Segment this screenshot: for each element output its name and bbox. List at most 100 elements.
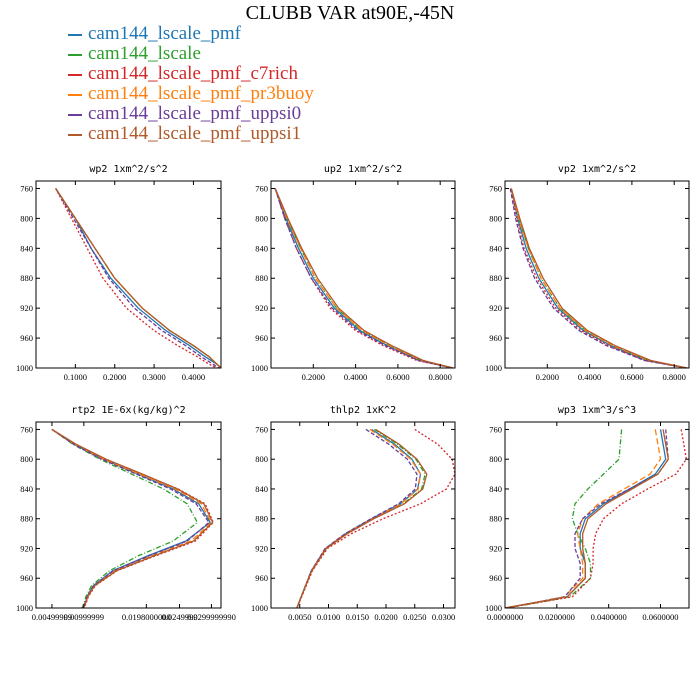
series-line (51, 428, 212, 608)
y-tick-label: 880 (489, 514, 502, 524)
chart-panel: thlp2 1xK^2 760 800 840 880 920 960 1000 0.0050 0… (251, 405, 456, 622)
series-line (510, 188, 688, 368)
series-line (55, 188, 221, 368)
x-tick-label: 0.3000 (142, 372, 165, 382)
series-line (296, 428, 422, 608)
y-tick-label: 880 (255, 273, 268, 283)
y-tick-label: 760 (20, 424, 33, 434)
plot-frame (504, 180, 690, 369)
plot-frame (270, 180, 456, 369)
x-tick-label: 0.4000 (578, 372, 601, 382)
legend-label: cam144_lscale (88, 43, 201, 64)
panel-title: rtp2 1E-6x(kg/kg)^2 (71, 405, 185, 416)
y-tick-label: 1000 (251, 603, 268, 613)
chart-panel: wp3 1xm^3/s^3 760 800 840 880 920 960 10000.000… (485, 405, 690, 622)
legend-line-icon (68, 113, 82, 116)
x-tick-label: 0.00499999 (32, 612, 72, 622)
series-line (510, 188, 688, 368)
x-tick-label: 0.0100 (317, 612, 340, 622)
x-tick-label: 0.0050 (288, 612, 311, 622)
series-line (55, 188, 221, 368)
y-tick-label: 920 (255, 303, 268, 313)
series-group (55, 188, 221, 368)
plot-frame (35, 421, 222, 609)
series-line (505, 429, 688, 608)
panel-title: vp2 1xm^2/s^2 (558, 164, 636, 175)
x-tick-label: 0.0300 (432, 612, 455, 622)
series-line (510, 188, 688, 368)
legend-line-icon (68, 53, 82, 56)
x-tick-label: 0.0250 (403, 612, 426, 622)
y-tick-label: 880 (255, 514, 268, 524)
x-tick-label: 0.0200000 (539, 612, 575, 622)
x-tick-label: 0.0299999990 (187, 612, 236, 622)
series-line (51, 428, 213, 608)
legend-line-icon (68, 73, 82, 76)
plot-frame (270, 421, 456, 609)
y-tick-label: 880 (20, 273, 33, 283)
series-group (509, 188, 688, 368)
x-tick-label: 0.4000 (182, 372, 205, 382)
panel-title: thlp2 1xK^2 (330, 405, 396, 416)
legend-item: cam144_lscale_pmf (68, 24, 314, 44)
series-group (505, 429, 688, 608)
y-tick-label: 960 (489, 333, 502, 343)
series-group (296, 428, 455, 608)
series-line (274, 188, 454, 368)
legend: cam144_lscale_pmf cam144_lscale cam144_l… (68, 24, 314, 144)
x-tick-label: 0.0249999 (161, 612, 197, 622)
x-tick-label: 0.0150 (346, 612, 369, 622)
legend-line-icon (68, 93, 82, 96)
legend-item: cam144_lscale_pmf_uppsi0 (68, 104, 314, 124)
series-line (296, 428, 455, 608)
plot-frame (504, 421, 690, 609)
chart-panel: up2 1xm^2/s^2 760 800 840 880 920 960 1000 0.200… (251, 164, 456, 382)
legend-label: cam144_lscale_pmf_pr3buoy (88, 83, 314, 104)
chart-panel: wp2 1xm^2/s^2 760 800 840 880 920 960 1000 0.100… (16, 164, 222, 382)
x-tick-label: 0.0200 (374, 612, 397, 622)
series-line (274, 188, 454, 368)
y-tick-label: 960 (489, 573, 502, 583)
series-line (505, 429, 669, 608)
series-line (274, 188, 454, 368)
series-line (274, 188, 454, 368)
x-tick-label: 0.2000 (536, 372, 559, 382)
x-tick-label: 0.4000 (344, 372, 367, 382)
y-tick-label: 1000 (485, 603, 502, 613)
series-line (55, 188, 221, 368)
series-line (510, 188, 688, 368)
x-tick-label: 0.0600000 (642, 612, 678, 622)
y-tick-label: 920 (489, 543, 502, 553)
y-tick-label: 960 (20, 333, 33, 343)
y-tick-label: 760 (489, 424, 502, 434)
y-tick-label: 960 (255, 573, 268, 583)
series-group (274, 188, 454, 368)
y-tick-label: 840 (255, 484, 268, 494)
y-tick-label: 760 (20, 183, 33, 193)
y-tick-label: 880 (489, 273, 502, 283)
legend-label: cam144_lscale_pmf (88, 23, 242, 44)
y-tick-label: 760 (489, 183, 502, 193)
legend-item: cam144_lscale_pmf_uppsi1 (68, 124, 314, 144)
series-line (51, 428, 199, 608)
x-tick-label: 0.2000 (302, 372, 325, 382)
legend-label: cam144_lscale_pmf_uppsi1 (88, 123, 302, 144)
panel-title: up2 1xm^2/s^2 (324, 164, 402, 175)
series-line (296, 428, 426, 608)
y-tick-label: 1000 (16, 603, 33, 613)
x-tick-label: 0.6000 (386, 372, 409, 382)
series-line (55, 188, 218, 368)
legend-label: cam144_lscale_pmf_uppsi0 (88, 103, 302, 124)
x-tick-label: 0.8000 (663, 372, 686, 382)
y-tick-label: 760 (255, 424, 268, 434)
panel-title: wp3 1xm^3/s^3 (558, 405, 636, 416)
series-group (51, 428, 215, 608)
series-line (51, 428, 210, 608)
x-tick-label: 0.0400000 (591, 612, 627, 622)
panel-title: wp2 1xm^2/s^2 (89, 164, 167, 175)
x-tick-label: 0.0000000 (487, 612, 523, 622)
series-line (509, 188, 688, 368)
y-tick-label: 800 (489, 454, 502, 464)
x-tick-label: 0.6000 (620, 372, 643, 382)
